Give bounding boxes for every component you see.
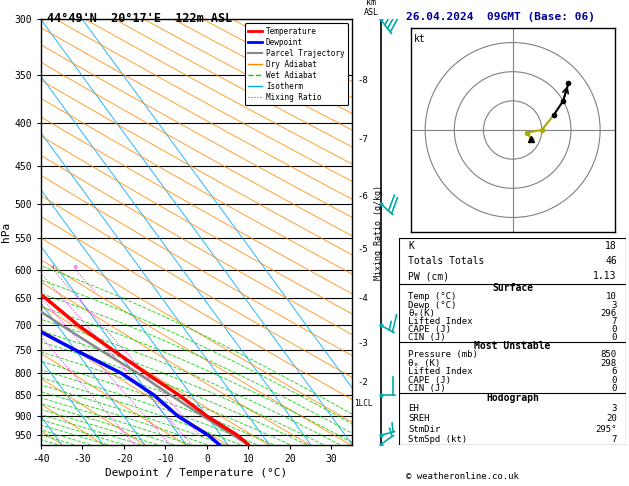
Text: 296: 296	[601, 309, 617, 318]
Text: 295°: 295°	[595, 425, 617, 434]
Text: Most Unstable: Most Unstable	[474, 341, 551, 351]
Text: Temp (°C): Temp (°C)	[408, 293, 457, 301]
Text: © weatheronline.co.uk: © weatheronline.co.uk	[406, 472, 518, 481]
Text: 6: 6	[611, 367, 617, 376]
Text: Hodograph: Hodograph	[486, 393, 539, 403]
Text: 0: 0	[611, 325, 617, 334]
Text: 0: 0	[611, 384, 617, 393]
Text: Lifted Index: Lifted Index	[408, 317, 473, 326]
Text: CAPE (J): CAPE (J)	[408, 325, 452, 334]
Text: Pressure (mb): Pressure (mb)	[408, 350, 478, 359]
Text: 0: 0	[611, 333, 617, 342]
Text: 10: 10	[606, 293, 617, 301]
Legend: Temperature, Dewpoint, Parcel Trajectory, Dry Adiabat, Wet Adiabat, Isotherm, Mi: Temperature, Dewpoint, Parcel Trajectory…	[245, 23, 348, 105]
Text: km
ASL: km ASL	[364, 0, 379, 17]
Text: -4: -4	[357, 294, 368, 303]
Text: CIN (J): CIN (J)	[408, 333, 446, 342]
Text: 298: 298	[601, 359, 617, 368]
X-axis label: Dewpoint / Temperature (°C): Dewpoint / Temperature (°C)	[106, 468, 287, 478]
Text: 7: 7	[611, 317, 617, 326]
Text: -7: -7	[357, 135, 368, 144]
Text: K: K	[408, 241, 415, 251]
Text: 3: 3	[611, 404, 617, 413]
Text: 1LCL: 1LCL	[355, 399, 373, 408]
Text: 850: 850	[601, 350, 617, 359]
Text: StmDir: StmDir	[408, 425, 441, 434]
Text: 4: 4	[51, 264, 55, 270]
Text: Mixing Ratio (g/kg): Mixing Ratio (g/kg)	[374, 185, 382, 279]
Text: θₑ(K): θₑ(K)	[408, 309, 435, 318]
Text: 0: 0	[611, 376, 617, 385]
Text: 7: 7	[611, 435, 617, 444]
Text: 3: 3	[611, 300, 617, 310]
Text: -8: -8	[357, 76, 368, 85]
Text: θₑ (K): θₑ (K)	[408, 359, 441, 368]
Text: -5: -5	[357, 244, 368, 254]
Text: 18: 18	[605, 241, 617, 251]
Text: 20: 20	[606, 415, 617, 423]
Text: -3: -3	[357, 339, 368, 348]
Y-axis label: hPa: hPa	[1, 222, 11, 242]
Text: CIN (J): CIN (J)	[408, 384, 446, 393]
Text: 44°49'N  20°17'E  122m ASL: 44°49'N 20°17'E 122m ASL	[47, 12, 233, 25]
Text: 26.04.2024  09GMT (Base: 06): 26.04.2024 09GMT (Base: 06)	[406, 12, 594, 22]
Text: -6: -6	[357, 192, 368, 201]
Text: StmSpd (kt): StmSpd (kt)	[408, 435, 467, 444]
Text: kt: kt	[413, 34, 425, 44]
Text: -2: -2	[357, 378, 368, 387]
Text: SREH: SREH	[408, 415, 430, 423]
Text: 6: 6	[73, 264, 77, 270]
Text: EH: EH	[408, 404, 419, 413]
Text: PW (cm): PW (cm)	[408, 271, 450, 281]
Text: Dewp (°C): Dewp (°C)	[408, 300, 457, 310]
Text: 1.13: 1.13	[593, 271, 617, 281]
Text: Surface: Surface	[492, 283, 533, 294]
Text: 46: 46	[605, 256, 617, 266]
Text: Totals Totals: Totals Totals	[408, 256, 485, 266]
Text: Lifted Index: Lifted Index	[408, 367, 473, 376]
Text: CAPE (J): CAPE (J)	[408, 376, 452, 385]
